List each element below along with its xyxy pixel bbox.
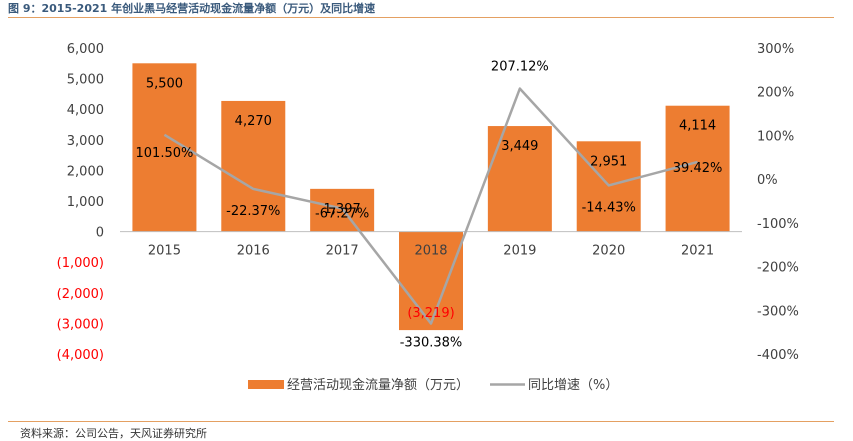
- bar-value-label: 4,114: [679, 119, 716, 134]
- left-axis-tick: 4,000: [67, 103, 104, 118]
- title-divider: [8, 17, 834, 18]
- category-label: 2017: [326, 244, 359, 259]
- bar-value-label: 1,397: [324, 202, 361, 217]
- bar-value-label: (3,219): [407, 306, 454, 321]
- legend-bar-swatch: [248, 380, 284, 389]
- growth-line: [163, 87, 698, 325]
- left-axis-tick: (4,000): [57, 348, 104, 363]
- line-value-label: -330.38%: [400, 336, 463, 351]
- category-label: 2021: [681, 244, 714, 259]
- category-label: 2019: [503, 244, 536, 259]
- bar-series: [132, 63, 730, 331]
- line-value-label: 39.42%: [673, 161, 723, 176]
- left-axis-tick: 6,000: [67, 42, 104, 57]
- category-labels: 2015 2016 2017 2018 2019 2020 2021: [148, 244, 714, 259]
- category-label: 2016: [237, 244, 270, 259]
- left-axis-tick: 2,000: [67, 164, 104, 179]
- right-axis-tick: 0%: [757, 173, 778, 188]
- right-axis-tick: -100%: [757, 217, 799, 232]
- right-axis-tick: 200%: [757, 86, 794, 101]
- left-axis-tick: 5,000: [67, 73, 104, 88]
- bar-2018: [399, 231, 463, 331]
- bar-value-label: 5,500: [146, 76, 183, 91]
- bar-value-label: 3,449: [501, 139, 538, 154]
- left-axis-tick: 0: [96, 226, 104, 241]
- right-axis-tick: 300%: [757, 42, 794, 57]
- line-value-label: -67.27%: [315, 207, 369, 222]
- bar-value-label: 4,270: [235, 114, 272, 129]
- category-label: 2020: [592, 244, 625, 259]
- right-axis-ticks: 300% 200% 100% 0% -100% -200% -300% -400%: [757, 42, 799, 363]
- figure-title: 图 9：2015-2021 年创业黑马经营活动现金流量净额（万元）及同比增速: [8, 2, 376, 15]
- left-axis-tick: (2,000): [57, 287, 104, 302]
- line-value-label: -22.37%: [226, 204, 280, 219]
- line-value-label: 207.12%: [491, 60, 549, 75]
- left-axis-tick: (1,000): [57, 256, 104, 271]
- right-axis-tick: 100%: [757, 129, 794, 144]
- legend-line-label: 同比增速（%）: [528, 378, 618, 393]
- source-note: 资料来源：公司公告，天风证券研究所: [20, 427, 207, 440]
- left-axis-tick: 3,000: [67, 134, 104, 149]
- left-axis-ticks: 6,000 5,000 4,000 3,000 2,000 1,000 0 (1,000) (2…: [57, 42, 104, 363]
- line-value-label: -14.43%: [582, 200, 636, 215]
- legend: 经营活动现金流量净额（万元） 同比增速（%）: [248, 377, 618, 393]
- legend-bar-label: 经营活动现金流量净额（万元）: [287, 377, 469, 393]
- line-value-label: 101.50%: [136, 146, 194, 161]
- source-divider: [8, 421, 834, 422]
- category-label: 2018: [414, 244, 447, 259]
- right-axis-tick: -400%: [757, 348, 799, 363]
- bar-value-labels: 5,500 4,270 1,397 (3,219) 3,449 2,951 4,114: [146, 76, 716, 321]
- bar-2016: [221, 100, 286, 232]
- category-label: 2015: [148, 244, 181, 259]
- left-axis-tick: 1,000: [67, 195, 104, 210]
- line-value-labels: 101.50% -22.37% -67.27% -330.38% 207.12% -14.…: [136, 60, 723, 351]
- left-axis-tick: (3,000): [57, 317, 104, 332]
- right-axis-tick: -300%: [757, 304, 799, 319]
- bar-value-label: 2,951: [590, 154, 627, 169]
- right-axis-tick: -200%: [757, 261, 799, 276]
